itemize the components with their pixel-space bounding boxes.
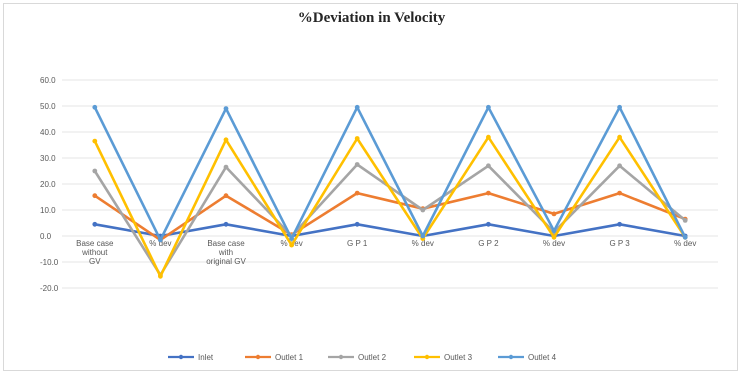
- legend-label: Outlet 3: [444, 353, 473, 362]
- x-tick-label: G P 2: [478, 239, 499, 248]
- data-point: [617, 221, 622, 227]
- data-point: [92, 168, 98, 174]
- y-tick-label: 60.0: [40, 76, 56, 85]
- legend-label: Outlet 4: [528, 353, 557, 362]
- data-point: [420, 207, 426, 213]
- data-point: [486, 104, 491, 110]
- y-tick-label: 50.0: [40, 102, 56, 111]
- data-point: [551, 234, 557, 240]
- data-point: [486, 221, 491, 227]
- data-point: [223, 164, 229, 170]
- legend-marker: [255, 354, 261, 360]
- data-point: [158, 273, 163, 279]
- series-line: [93, 106, 687, 242]
- data-point: [486, 190, 491, 196]
- series-outlet-2: [92, 162, 688, 278]
- series-line: [93, 163, 687, 277]
- data-point: [617, 104, 622, 110]
- data-point: [682, 234, 688, 240]
- y-tick-label: 30.0: [40, 154, 56, 163]
- data-point: [92, 193, 98, 199]
- x-tick-label: % dev: [412, 239, 434, 248]
- chart-frame: [3, 3, 738, 371]
- data-point: [682, 218, 688, 223]
- gridlines: [62, 79, 718, 289]
- data-point: [92, 221, 98, 227]
- data-point: [354, 190, 360, 196]
- y-tick-label: -20.0: [40, 284, 59, 293]
- data-point: [223, 137, 229, 143]
- y-tick-label: 10.0: [40, 206, 56, 215]
- y-tick-label: 20.0: [40, 180, 56, 189]
- x-tick-label: % dev: [149, 239, 171, 248]
- x-tick-label: % dev: [674, 239, 696, 248]
- data-point: [289, 236, 294, 242]
- x-tick-label: Base case with original GV: [206, 239, 246, 266]
- legend-item: Outlet 1: [245, 353, 304, 362]
- data-point: [354, 221, 360, 227]
- data-point: [354, 104, 360, 110]
- y-tick-label: 40.0: [40, 128, 56, 137]
- legend-marker: [338, 354, 344, 360]
- legend-item: Outlet 4: [498, 353, 557, 362]
- series-outlet-3: [92, 134, 688, 279]
- data-point: [158, 237, 163, 243]
- data-point: [617, 134, 622, 140]
- series-lines: [92, 104, 688, 279]
- data-point: [420, 233, 426, 239]
- x-tick-label: Base case without GV: [76, 239, 114, 266]
- data-point: [617, 163, 622, 169]
- legend-label: Inlet: [198, 353, 214, 362]
- data-point: [223, 106, 229, 111]
- legend-item: Outlet 2: [328, 353, 387, 362]
- series-line: [93, 135, 687, 278]
- x-tick-label: G P 1: [347, 239, 368, 248]
- series-line: [94, 223, 686, 238]
- series-outlet-4: [92, 104, 688, 243]
- data-point: [354, 162, 360, 167]
- data-point: [617, 190, 622, 196]
- data-point: [92, 138, 98, 144]
- data-point: [223, 221, 229, 227]
- legend-marker: [424, 354, 430, 360]
- legend-label: Outlet 1: [275, 353, 304, 362]
- x-tick-label: G P 3: [609, 239, 630, 248]
- data-point: [223, 193, 229, 199]
- data-point: [289, 242, 294, 248]
- legend-label: Outlet 2: [358, 353, 387, 362]
- data-point: [486, 163, 491, 169]
- legend-marker: [178, 354, 184, 360]
- data-point: [551, 211, 557, 217]
- legend-marker: [508, 354, 514, 360]
- data-point: [486, 134, 491, 140]
- x-tick-label: % dev: [543, 239, 565, 248]
- series-line: [94, 191, 686, 242]
- chart-title: %Deviation in Velocity: [297, 10, 446, 26]
- y-axis-ticks: 60.0 50.0 40.0 30.0 20.0 10.0 0.0 -10.0 -20.0: [40, 76, 59, 293]
- legend-item: Inlet: [168, 353, 214, 362]
- data-point: [92, 104, 98, 110]
- data-point: [354, 136, 360, 141]
- y-tick-label: 0.0: [40, 232, 52, 241]
- y-tick-label: -10.0: [40, 258, 59, 267]
- data-point: [551, 228, 557, 234]
- legend-item: Outlet 3: [414, 353, 473, 362]
- legend: Inlet Outlet 1 Outlet 2 Outlet 3 Outlet 4: [168, 353, 557, 362]
